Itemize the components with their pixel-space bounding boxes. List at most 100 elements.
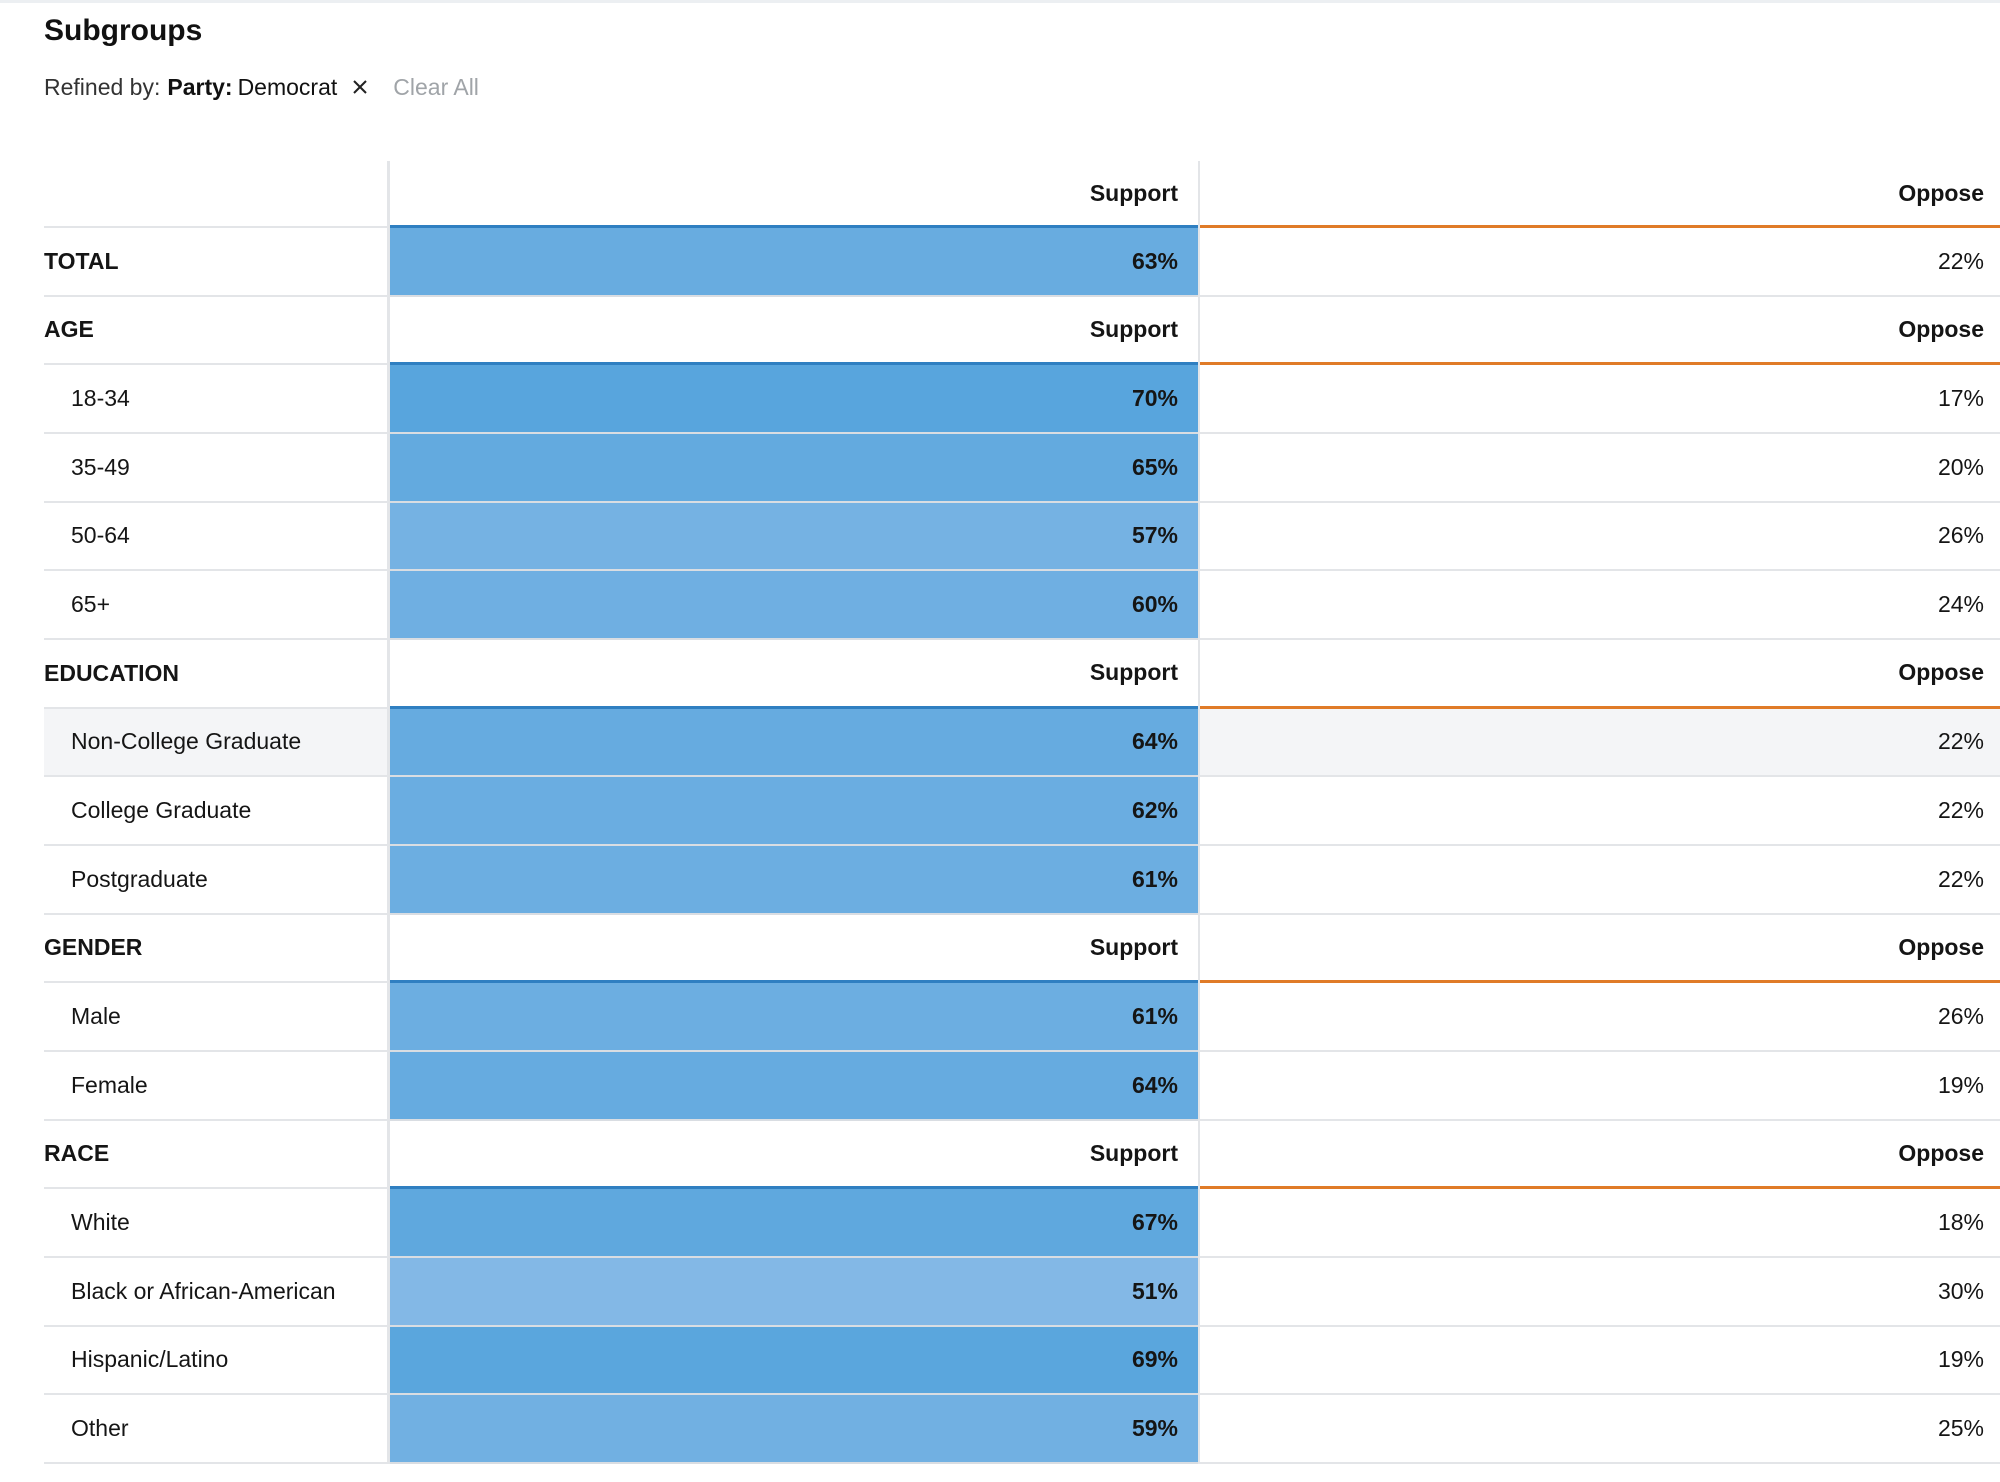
oppose-cell: 19% [1200, 1052, 2000, 1121]
support-value: 60% [1131, 591, 1178, 618]
oppose-column-header: Oppose [1200, 161, 2000, 228]
support-bar: 67% [390, 1189, 1198, 1258]
support-bar: 63% [390, 228, 1198, 297]
support-column-header: Support [390, 915, 1198, 984]
refine-bar: Refined by: Party: Democrat Clear All [44, 70, 479, 104]
row-label: Other [44, 1395, 390, 1464]
group-header-row: RACE Support Oppose [44, 1120, 2000, 1190]
oppose-value: 25% [1937, 1414, 1984, 1441]
support-header-label: Support [1089, 179, 1178, 206]
row-label: TOTAL [44, 228, 390, 297]
row-label: 35-49 [44, 433, 390, 503]
oppose-cell: 22% [1200, 846, 2000, 915]
table-row: 35-49 65% 20% [44, 433, 2000, 503]
oppose-value: 30% [1937, 1277, 1984, 1304]
support-bar: 65% [390, 433, 1198, 503]
oppose-column-header: Oppose [1200, 1121, 2000, 1190]
column-divider [1198, 708, 1200, 778]
clear-all-link[interactable]: Clear All [393, 73, 479, 100]
group-label: GENDER [44, 914, 390, 984]
group-label: RACE [44, 1120, 390, 1190]
row-label: 65+ [44, 571, 390, 640]
column-divider [1198, 1051, 1200, 1121]
filter-chip[interactable]: Party: Democrat [167, 74, 383, 101]
table-row: College Graduate 62% 22% [44, 777, 2000, 846]
oppose-cell: 25% [1200, 1395, 2000, 1464]
oppose-cell: 19% [1200, 1327, 2000, 1396]
oppose-cell: 22% [1200, 228, 2000, 297]
oppose-value: 26% [1937, 522, 1984, 549]
column-divider [1198, 639, 1200, 709]
support-value: 61% [1131, 1003, 1178, 1030]
page-title: Subgroups [44, 14, 203, 47]
oppose-header-label: Oppose [1898, 179, 1984, 206]
support-value: 69% [1131, 1346, 1178, 1373]
group-label: AGE [44, 296, 390, 366]
column-divider [1198, 1120, 1200, 1190]
column-divider [1198, 1189, 1200, 1258]
table-header-row: Support Oppose [44, 161, 2000, 228]
column-divider [1198, 983, 1200, 1052]
row-label: Female [44, 1051, 390, 1121]
support-value: 67% [1131, 1209, 1178, 1236]
support-bar: 64% [390, 1051, 1198, 1121]
table-row: Other 59% 25% [44, 1395, 2000, 1464]
row-label: College Graduate [44, 777, 390, 846]
row-label: Hispanic/Latino [44, 1326, 390, 1396]
support-header-label: Support [1089, 659, 1178, 686]
support-value: 65% [1131, 453, 1178, 480]
oppose-header-label: Oppose [1898, 1139, 1984, 1166]
table-row: Female 64% 19% [44, 1051, 2000, 1121]
column-divider [1198, 1326, 1200, 1396]
support-value: 64% [1131, 1071, 1178, 1098]
oppose-value: 20% [1937, 453, 1984, 480]
group-label: EDUCATION [44, 639, 390, 709]
row-label: Postgraduate [44, 845, 390, 915]
support-header-label: Support [1089, 1139, 1178, 1166]
oppose-header-label: Oppose [1898, 933, 1984, 960]
row-label: Black or African-American [44, 1257, 390, 1327]
support-bar: 59% [390, 1395, 1198, 1464]
support-value: 70% [1131, 385, 1178, 412]
table-row: Non-College Graduate 64% 22% [44, 708, 2000, 778]
support-bar: 61% [390, 845, 1198, 915]
column-divider [1198, 296, 1200, 366]
oppose-cell: 26% [1200, 503, 2000, 572]
support-column-header: Support [390, 1121, 1198, 1190]
support-bar: 70% [390, 365, 1198, 434]
oppose-cell: 18% [1200, 1189, 2000, 1258]
oppose-value: 22% [1937, 247, 1984, 274]
filter-chip-value: Democrat [237, 73, 338, 100]
support-column-header: Support [390, 161, 1198, 228]
support-bar: 62% [390, 777, 1198, 846]
table-row: Male 61% 26% [44, 983, 2000, 1052]
column-divider [1198, 502, 1200, 572]
column-divider [1198, 777, 1200, 846]
oppose-cell: 24% [1200, 571, 2000, 640]
top-divider [0, 0, 2000, 3]
row-label: 18-34 [44, 365, 390, 434]
support-bar: 51% [390, 1257, 1198, 1327]
support-value: 62% [1131, 797, 1178, 824]
oppose-column-header: Oppose [1200, 297, 2000, 366]
refine-label: Refined by: [44, 73, 161, 100]
oppose-cell: 30% [1200, 1258, 2000, 1327]
row-label: 50-64 [44, 502, 390, 572]
group-header-row: AGE Support Oppose [44, 296, 2000, 366]
header-label-cell [44, 161, 390, 228]
oppose-value: 18% [1937, 1209, 1984, 1236]
oppose-value: 26% [1937, 1003, 1984, 1030]
remove-filter-close-icon[interactable] [347, 74, 373, 100]
oppose-value: 22% [1937, 728, 1984, 755]
group-header-row: EDUCATION Support Oppose [44, 639, 2000, 709]
support-header-label: Support [1089, 315, 1178, 342]
row-label: White [44, 1189, 390, 1258]
column-divider [1198, 845, 1200, 915]
table-row: Postgraduate 61% 22% [44, 845, 2000, 915]
oppose-cell: 22% [1200, 777, 2000, 846]
oppose-header-label: Oppose [1898, 659, 1984, 686]
support-bar: 60% [390, 571, 1198, 640]
support-value: 63% [1131, 247, 1178, 274]
oppose-cell: 17% [1200, 365, 2000, 434]
oppose-cell: 22% [1200, 708, 2000, 778]
